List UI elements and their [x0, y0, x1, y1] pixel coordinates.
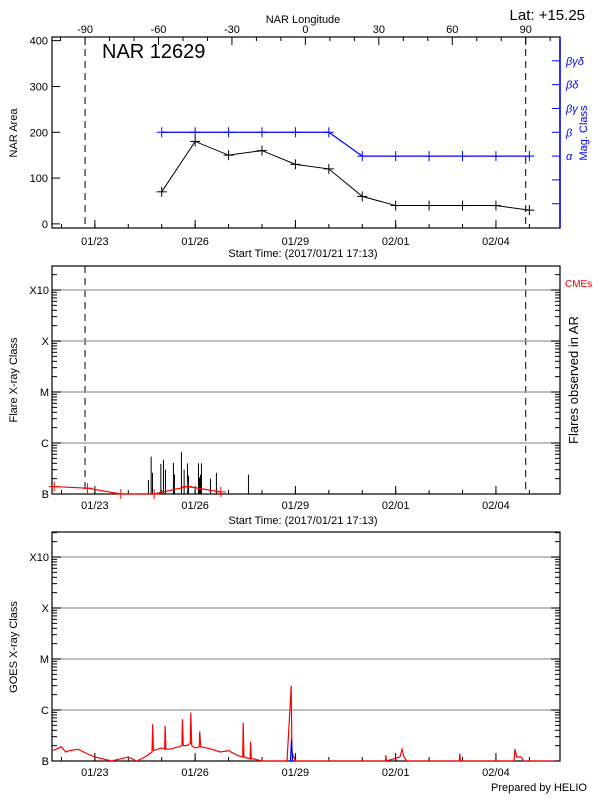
panel1-tick-label: 01/26	[181, 236, 209, 248]
area-tick-label: 400	[30, 36, 48, 48]
panel2-tick-label: B	[42, 489, 49, 501]
panel3-tick-label: 02/01	[382, 767, 410, 779]
area-tick-label: 200	[30, 127, 48, 139]
flare-class-axis-title: Flare X-ray Class	[8, 337, 20, 422]
panel2-tick-label: C	[41, 438, 49, 450]
longitude-tick-label: -30	[224, 24, 240, 36]
longitude-tick-label: 60	[446, 24, 458, 36]
longitude-axis-title: NAR Longitude	[266, 14, 341, 26]
panel3-tick-label: X	[42, 603, 50, 615]
area-tick-label: 0	[42, 219, 48, 231]
mag-class-axis-title: Mag. Class	[578, 105, 590, 161]
area-tick-label: 100	[30, 173, 48, 185]
longitude-tick-label: 0	[302, 24, 308, 36]
panel2-tick-label: 01/26	[181, 500, 209, 512]
panel3-tick-label: X10	[29, 552, 49, 564]
chart-marks: 01/23 01/26 01/29 02/01 02/04 -90 -60 -30 0 30 60 9…	[29, 24, 584, 779]
flares-observed-axis-title: Flares observed in AR	[566, 316, 581, 444]
panel2-tick-label: 01/23	[81, 500, 109, 512]
panel3-tick-label: M	[40, 654, 49, 666]
mag-class-tick-label: βγ	[565, 103, 579, 115]
area-axis-title: NAR Area	[8, 108, 20, 158]
panel3-tick-label: C	[41, 705, 49, 717]
panel1-tick-label: 02/04	[482, 236, 510, 248]
panel3-tick-label: 01/26	[181, 767, 209, 779]
longitude-tick-label: 30	[373, 24, 385, 36]
panel3-frame	[51, 531, 561, 762]
panel1-tick-label: 01/29	[282, 236, 310, 248]
area-tick-label: 300	[30, 81, 48, 93]
panel3-tick-label: 02/04	[482, 767, 510, 779]
mag-class-tick-label: β	[565, 127, 573, 139]
prepared-by-label: Prepared by HELIO	[491, 782, 587, 794]
panel2-tick-label: M	[40, 387, 49, 399]
mag-class-line	[161, 131, 530, 157]
panel1-time-axis-title: Start Time: (2017/01/21 17:13)	[228, 248, 377, 260]
panel2-tick-label: X	[42, 336, 50, 348]
mag-class-tick-label: α	[566, 151, 573, 163]
panel2-time-axis-title: Start Time: (2017/01/21 17:13)	[228, 515, 377, 527]
goes-flux-line-0	[52, 685, 555, 762]
longitude-tick-label: 90	[520, 24, 532, 36]
cme-line	[54, 485, 221, 495]
panel3-tick-label: B	[42, 756, 49, 768]
panel2-frame	[51, 265, 561, 495]
panel2-tick-label: X10	[29, 285, 49, 297]
panel3-tick-label: 01/23	[81, 767, 109, 779]
mag-class-tick-label: βδ	[565, 80, 579, 92]
region-title: NAR 12629	[102, 41, 205, 63]
panel2-tick-label: 02/01	[382, 500, 410, 512]
panel2-tick-label: 02/04	[482, 500, 510, 512]
panel2-tick-label: 01/29	[282, 500, 310, 512]
longitude-tick-label: -60	[151, 24, 167, 36]
area-line	[161, 140, 530, 211]
cme-label: CMEs	[565, 279, 592, 290]
longitude-tick-label: -90	[77, 24, 93, 36]
panel3-tick-label: 01/29	[282, 767, 310, 779]
mag-class-tick-label: βγδ	[565, 56, 585, 68]
panel1-tick-label: 01/23	[81, 236, 109, 248]
goes-flux-line-1	[289, 738, 294, 762]
goes-class-axis-title: GOES X-ray Class	[8, 601, 20, 693]
panel1-tick-label: 02/01	[382, 236, 410, 248]
latitude-label: Lat: +15.25	[510, 7, 585, 24]
